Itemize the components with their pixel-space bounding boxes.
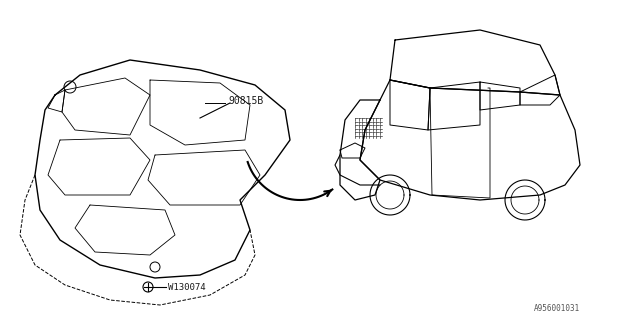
Text: A956001031: A956001031	[534, 304, 580, 313]
Text: W130074: W130074	[168, 283, 205, 292]
Text: 90815B: 90815B	[228, 96, 263, 106]
